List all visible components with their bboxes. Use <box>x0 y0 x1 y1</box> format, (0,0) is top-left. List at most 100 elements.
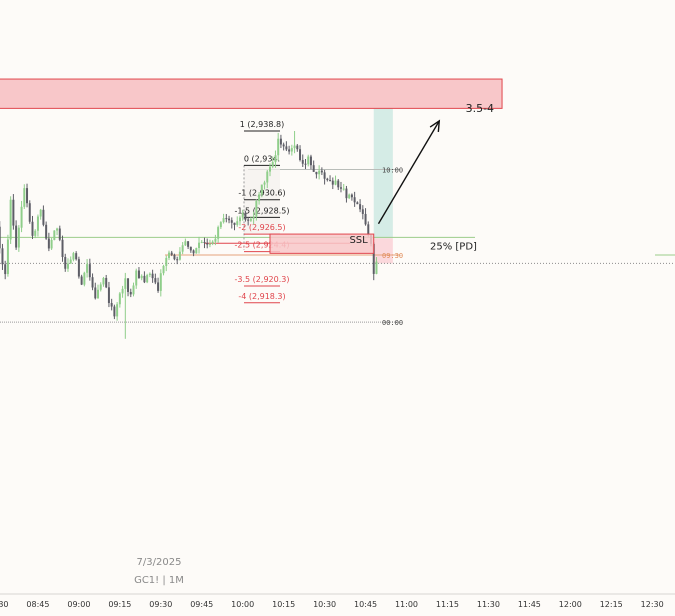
candle <box>348 193 351 200</box>
candle <box>132 282 135 297</box>
candle <box>31 215 34 240</box>
candle <box>137 267 140 279</box>
x-tick-label: 10:15 <box>272 600 295 609</box>
candle <box>359 199 362 213</box>
x-tick-label: 12:30 <box>641 600 664 609</box>
candle <box>162 264 165 276</box>
candle <box>247 216 250 226</box>
projection-arrow-shaft <box>377 120 440 225</box>
x-tick-label: 09:45 <box>190 600 213 609</box>
candle <box>113 304 116 320</box>
fib-level-label: -2 (2,926.5) <box>238 223 285 232</box>
fib-level-label: -3.5 (2,920.3) <box>235 275 290 284</box>
candle <box>350 193 353 201</box>
candle <box>53 230 56 241</box>
candle <box>342 183 345 191</box>
candle <box>39 208 42 220</box>
chart-date: 7/3/2025 <box>137 557 182 568</box>
candle <box>230 217 233 229</box>
candle <box>50 237 53 250</box>
candle <box>69 256 72 264</box>
candle <box>200 240 203 244</box>
supply-zone[interactable] <box>0 78 503 109</box>
candle <box>266 169 269 189</box>
candle <box>72 251 75 262</box>
candle <box>301 154 304 168</box>
candle <box>271 156 274 169</box>
candle <box>80 274 83 286</box>
candle <box>124 272 127 339</box>
candle <box>159 269 162 297</box>
candle <box>214 234 217 246</box>
candle <box>97 284 100 299</box>
candle <box>293 131 296 154</box>
candle <box>102 276 105 287</box>
candle <box>326 177 329 182</box>
candle <box>277 132 280 161</box>
candle <box>15 220 18 250</box>
candle <box>189 246 192 253</box>
fib-level-label: -1.5 (2,928.5) <box>235 206 290 215</box>
candle <box>170 250 173 257</box>
x-tick-label: 09:15 <box>108 600 131 609</box>
candle <box>364 208 367 226</box>
candle <box>66 258 69 272</box>
supply-zone-label: 3.5-4 <box>466 102 494 115</box>
candle <box>140 274 143 281</box>
candle <box>187 241 190 250</box>
candle <box>241 209 244 221</box>
fib-level-label: 0 (2,934. <box>244 154 280 163</box>
candle <box>260 184 263 198</box>
x-tick-label: 10:00 <box>231 600 254 609</box>
candle <box>181 242 184 255</box>
candle <box>361 205 364 220</box>
candle <box>345 185 348 203</box>
candle <box>107 281 110 308</box>
candle <box>88 258 91 281</box>
candlestick-series <box>0 131 378 339</box>
x-tick-label: 09:00 <box>67 600 90 609</box>
x-tick-label: 12:15 <box>600 600 623 609</box>
candle <box>285 141 288 152</box>
time-axis[interactable]: 08:30 08:45 09:00 09:15 09:30 09:45 10:00 10:15… <box>0 600 664 609</box>
candle <box>148 272 151 278</box>
candle <box>167 250 170 261</box>
projection-arrow[interactable] <box>377 119 441 225</box>
candle <box>61 235 64 262</box>
open-10-00-label: 10:00 <box>382 167 403 175</box>
candle <box>198 236 201 254</box>
candle <box>9 196 12 244</box>
candle <box>208 239 211 248</box>
candle <box>176 256 179 265</box>
x-tick-label: 10:30 <box>313 600 336 609</box>
candle <box>274 150 277 168</box>
candle <box>323 169 326 185</box>
candle <box>222 213 225 224</box>
candle <box>203 237 206 249</box>
candle <box>219 221 222 230</box>
candle <box>282 142 285 151</box>
candle <box>121 285 124 298</box>
candle <box>255 199 258 221</box>
x-tick-label: 09:30 <box>149 600 172 609</box>
candle <box>110 298 113 311</box>
candle <box>23 184 26 209</box>
candle <box>0 221 1 254</box>
candle <box>244 210 247 222</box>
candle <box>312 160 315 172</box>
candle <box>56 227 59 236</box>
candle <box>127 278 130 297</box>
candle <box>315 171 318 179</box>
candle <box>356 201 359 205</box>
x-tick-label: 11:15 <box>436 600 459 609</box>
candle <box>173 253 176 261</box>
ssl-zone[interactable] <box>269 233 375 254</box>
candle <box>12 194 15 230</box>
candle <box>339 181 342 193</box>
candle <box>146 273 149 284</box>
candle <box>228 215 231 224</box>
candle <box>83 271 86 287</box>
candle <box>1 243 4 270</box>
candle <box>6 234 9 277</box>
